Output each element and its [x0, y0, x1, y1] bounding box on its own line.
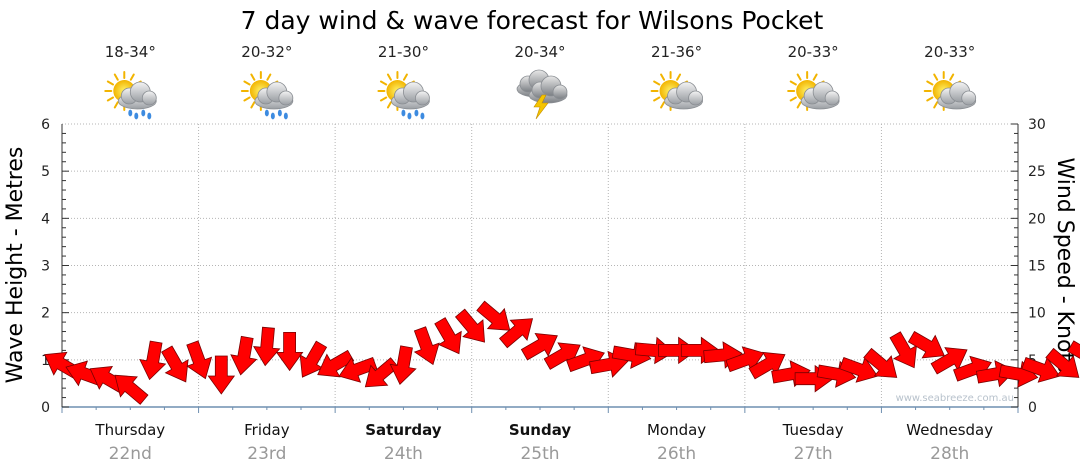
day-name-label: Thursday [94, 421, 165, 439]
watermark: www.seabreeze.com.au [896, 393, 1014, 404]
day-name-label: Tuesday [782, 421, 844, 439]
wind-arrow-point [476, 300, 511, 331]
wind-arrow-point [317, 349, 355, 378]
wind-arrow-point [207, 355, 236, 395]
sun-cloud-icon [787, 71, 840, 111]
day-name-label: Sunday [509, 421, 572, 439]
wind-arrow-point [364, 357, 399, 388]
left-tick-label: 3 [41, 259, 50, 275]
wind-arrow-point [139, 340, 167, 381]
wind-arrow-point [186, 340, 213, 380]
day-date-label: 22nd [109, 444, 152, 464]
wind-arrow-point [454, 308, 485, 343]
wind-arrow-point [839, 356, 879, 383]
wind-arrow-point [863, 347, 898, 378]
day-temp-range: 21-36° [651, 43, 702, 61]
wind-arrow-point [1045, 347, 1080, 378]
day-date-label: 24th [384, 444, 423, 464]
wind-arrow-point [930, 347, 968, 375]
left-tick-label: 2 [41, 306, 50, 322]
right-tick-label: 25 [1028, 164, 1046, 180]
day-name-label: Monday [647, 421, 706, 439]
sun-cloud-rain-icon [104, 71, 157, 120]
sun-cloud-rain-icon [240, 71, 294, 120]
left-axis-title: Wave Height - Metres [3, 147, 28, 384]
wind-series [44, 300, 1080, 405]
right-axis-title: Wind Speed - Knots [1052, 157, 1077, 372]
day-date-label: 25th [520, 444, 559, 464]
sun-cloud-icon [650, 71, 703, 111]
left-tick-label: 5 [41, 164, 50, 180]
wind-arrow-point [658, 336, 698, 365]
wind-arrow-point [1067, 340, 1080, 368]
right-y-axis: 051015202530 [1011, 117, 1046, 416]
day-date-label: 23rd [247, 444, 286, 464]
wind-arrow-point [1021, 356, 1061, 383]
left-tick-label: 4 [41, 211, 50, 227]
chart-title: 7 day wind & wave forecast for Wilsons P… [241, 6, 824, 35]
wind-arrow-point [389, 345, 417, 385]
wind-arrow-point [275, 331, 304, 372]
right-tick-label: 15 [1028, 259, 1046, 275]
right-tick-label: 0 [1028, 400, 1037, 416]
day-date-label: 28th [930, 444, 969, 464]
wind-arrow-point [230, 335, 258, 376]
wind-arrow-point [434, 317, 462, 355]
day-temp-range: 20-32° [241, 43, 292, 61]
day-temp-range: 20-33° [788, 43, 839, 61]
day-date-label: 26th [657, 444, 696, 464]
wind-arrow-point [338, 356, 378, 383]
wind-arrow-point [889, 331, 917, 369]
day-headers: 18-34° 20-32° 21-30° 20-34° 21-36° 20-33° 20-3… [104, 43, 977, 120]
right-tick-label: 10 [1028, 306, 1046, 322]
wind-arrow-point [161, 345, 189, 383]
wind-arrow-point [907, 330, 945, 359]
sun-cloud-icon [923, 71, 977, 111]
storm-cloud-icon [516, 69, 568, 120]
day-name-label: Saturday [365, 421, 442, 439]
left-tick-label: 0 [41, 400, 50, 416]
right-tick-label: 30 [1028, 117, 1046, 133]
day-name-label: Wednesday [906, 421, 993, 439]
wind-arrow-point [299, 340, 328, 378]
left-tick-label: 1 [41, 353, 50, 369]
wind-arrow-point [520, 332, 558, 361]
wind-arrow-point [498, 318, 534, 349]
left-tick-label: 6 [41, 117, 50, 133]
day-temp-range: 20-33° [924, 43, 975, 61]
grid-lines [61, 123, 1019, 413]
day-temp-range: 21-30° [378, 43, 429, 61]
day-name-label: Friday [244, 421, 290, 439]
sun-cloud-rain-icon [377, 71, 430, 120]
right-tick-label: 20 [1028, 211, 1046, 227]
day-temp-range: 18-34° [105, 43, 156, 61]
x-axis-day-labels: Thursday 22nd Friday 23rd Saturday 24th Sunday… [94, 421, 993, 464]
wind-arrow-point [253, 326, 281, 367]
day-temp-range: 20-34° [514, 43, 565, 61]
day-date-label: 27th [794, 444, 833, 464]
wind-arrow-point [114, 374, 149, 405]
wind-arrow-point [413, 326, 440, 366]
